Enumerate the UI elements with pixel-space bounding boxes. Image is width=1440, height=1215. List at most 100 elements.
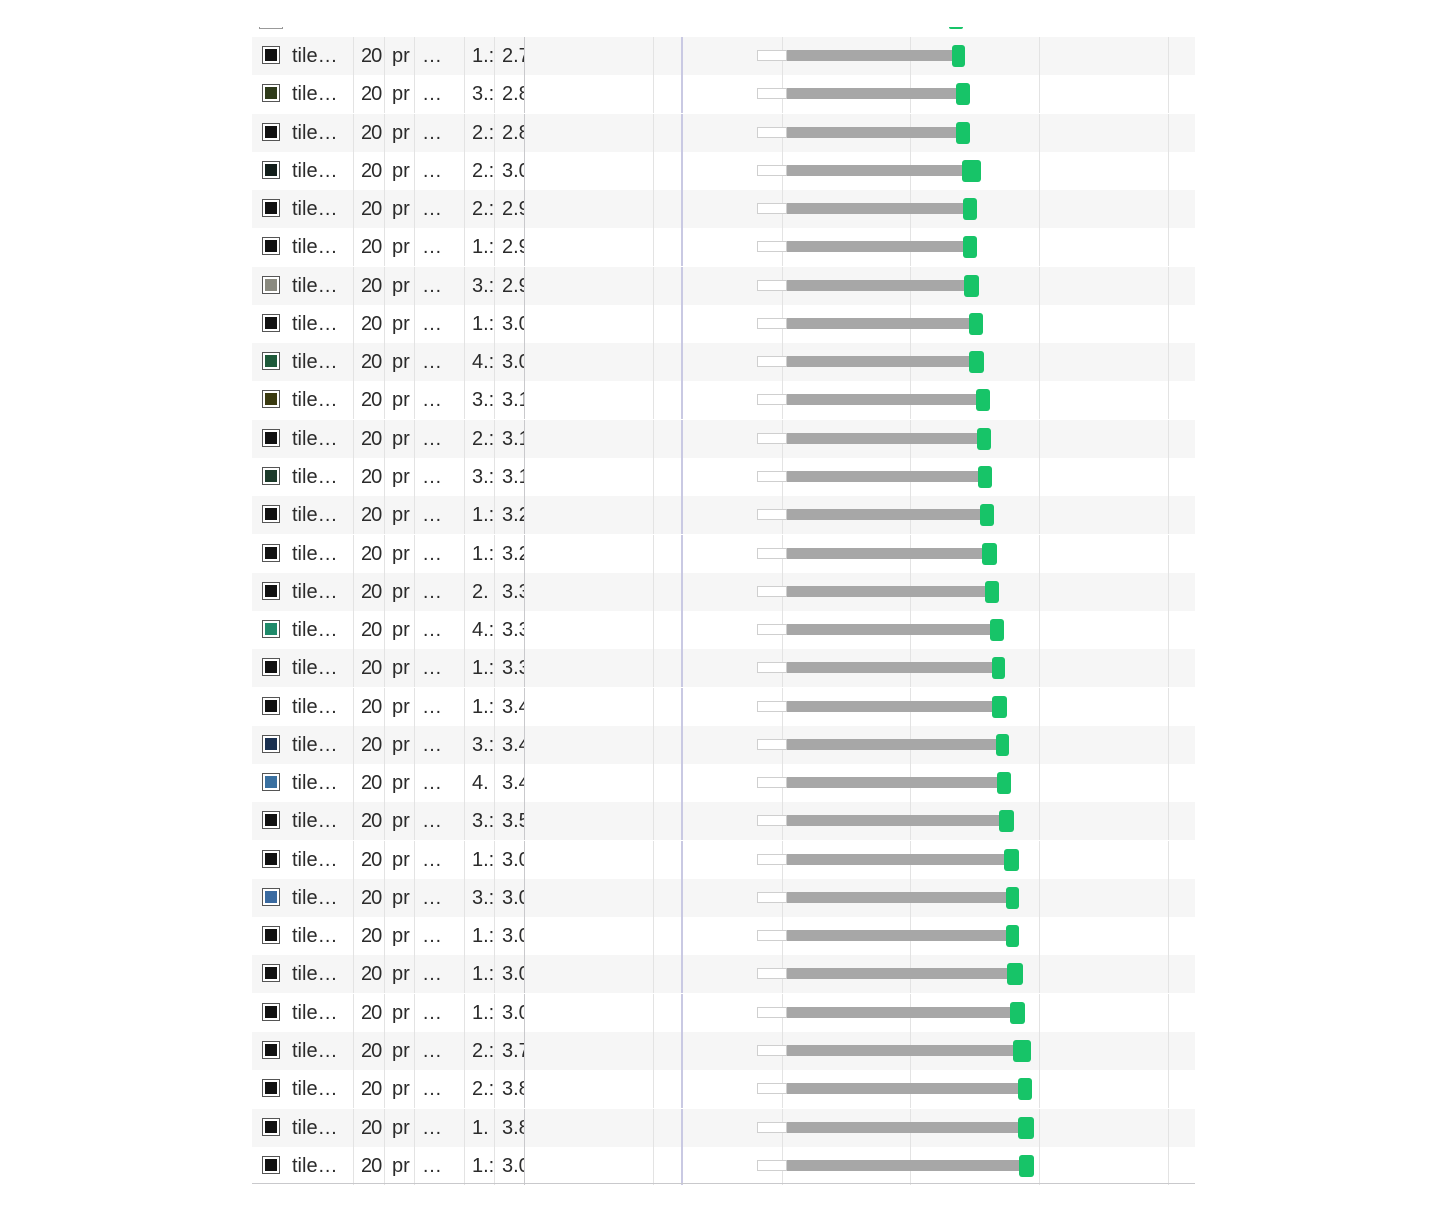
table-row[interactable]: tile… 20 pr … 1.: 3.2	[252, 496, 1195, 535]
timeline-marker-line	[681, 1032, 683, 1071]
table-row[interactable]: tile… 20 pr … 4. 3.4	[252, 764, 1195, 803]
table-row[interactable]: tile… 20 pr … 3.: 3.1	[252, 381, 1195, 420]
status-cell: 20	[361, 312, 382, 335]
table-row[interactable]: tile… 20 pr … 3.: 2.8	[252, 75, 1195, 114]
table-row[interactable]: tile… 20 pr … 3.: 3.0	[252, 878, 1195, 917]
timeline-gridline	[1168, 381, 1169, 420]
table-row[interactable]: tile… 20 pr … 2. 3.3	[252, 572, 1195, 611]
table-row[interactable]: tile… 20 pr … 1.: 3.3	[252, 649, 1195, 688]
timeline-gridline	[653, 840, 654, 879]
status-column-divider	[353, 840, 354, 879]
content-download-bar	[963, 236, 977, 259]
timeline-gridline	[653, 1032, 654, 1071]
size-cell: 3.:	[472, 733, 494, 756]
content-download-bar	[1006, 925, 1019, 948]
content-download-bar	[978, 465, 992, 488]
table-row[interactable]: tile… 20 pr … 3.: 3.4	[252, 725, 1195, 764]
table-row[interactable]: tile… 20 pr … 2.: 3.8	[252, 1070, 1195, 1109]
timeline-gridline	[1039, 75, 1040, 114]
size-cell: 1.:	[472, 1154, 494, 1177]
table-row[interactable]: tile… 20 pr … 1. 3.8	[252, 1108, 1195, 1147]
time-column-divider	[494, 190, 495, 229]
time-column-divider	[494, 419, 495, 458]
table-row[interactable]: tile… 20 pr … 1.: 3.0	[252, 955, 1195, 994]
table-row[interactable]: tile… 20 pr … 1.: 2.9	[252, 228, 1195, 267]
request-name-cell: tile…	[292, 1116, 338, 1139]
time-column-divider	[494, 1108, 495, 1147]
size-column-divider	[464, 457, 465, 496]
type-cell: pr	[392, 312, 410, 335]
queueing-bar	[757, 317, 787, 329]
time-column-divider	[494, 75, 495, 114]
table-row[interactable]: tile… 20 pr … 4.: 3.3	[252, 611, 1195, 650]
type-cell: pr	[392, 619, 410, 642]
request-name-cell: tile…	[292, 695, 338, 718]
timeline-gridline	[653, 266, 654, 305]
time-column-divider	[494, 1032, 495, 1071]
timeline-marker-line	[681, 725, 683, 764]
timeline-gridline	[1168, 304, 1169, 343]
time-cell: 3.0	[502, 848, 524, 871]
status-cell: 20	[361, 772, 382, 795]
size-cell: 1.:	[472, 695, 494, 718]
timeline-gridline	[1168, 266, 1169, 305]
tile-thumbnail-icon	[261, 535, 283, 573]
timeline-gridline	[1039, 802, 1040, 841]
time-column-divider	[494, 1070, 495, 1109]
timeline-gridline	[1039, 381, 1040, 420]
table-row[interactable]: tile… 20 pr … 2.: 3.0	[252, 151, 1195, 190]
table-row[interactable]: tile… 20 pr … 1.: 3.2	[252, 534, 1195, 573]
queueing-bar	[757, 1083, 787, 1095]
table-row[interactable]: tile… 20 pr … 2.: 2.9	[252, 190, 1195, 229]
table-row[interactable]: tile… 20 pr … 2.: 3.1	[252, 419, 1195, 458]
content-download-bar	[969, 351, 984, 374]
table-row[interactable]: tile… 20 pr … 1.: 3.0	[252, 304, 1195, 343]
size-cell: 1.:	[472, 848, 494, 871]
waiting-ttfb-bar	[787, 126, 956, 138]
timeline-marker-line	[681, 917, 683, 956]
table-row[interactable]: tile… 20 pr … 1.: 3.0	[252, 840, 1195, 879]
table-row[interactable]: tile… 20 pr … 1.: 2.7	[252, 37, 1195, 75]
table-row[interactable]: tile… 20 pr … 3.: 3.5	[252, 802, 1195, 841]
type-cell: pr	[392, 1001, 410, 1024]
tile-thumbnail-icon	[261, 114, 283, 152]
table-row[interactable]: tile… 20 pr … 2.: 3.7	[252, 1032, 1195, 1071]
table-row[interactable]: tile… 20 pr … 3.: 3.1	[252, 457, 1195, 496]
timeline-gridline	[653, 649, 654, 688]
initiator-column-divider	[414, 381, 415, 420]
table-row[interactable]: tile… 20 pr … 3.: 2.9	[252, 266, 1195, 305]
status-column-divider	[353, 75, 354, 114]
timeline-gridline	[653, 75, 654, 114]
size-cell: 3.:	[472, 810, 494, 833]
timeline-gridline	[653, 1108, 654, 1147]
size-cell: 1.:	[472, 45, 494, 67]
timeline-gridline	[653, 343, 654, 382]
size-cell: 1.:	[472, 542, 494, 565]
waiting-ttfb-bar	[787, 509, 980, 521]
status-cell: 20	[361, 351, 382, 374]
time-cell: 3.4	[502, 695, 524, 718]
type-cell: pr	[392, 657, 410, 680]
tile-thumbnail-icon	[261, 267, 283, 305]
initiator-column-divider	[414, 764, 415, 803]
queueing-bar	[757, 470, 787, 482]
request-name-cell: tile…	[292, 83, 338, 106]
timeline-gridline	[1168, 955, 1169, 994]
table-row[interactable]: tile… 20 pr … 1.: 3.0	[252, 917, 1195, 956]
timeline-gridline	[653, 687, 654, 726]
table-row[interactable]: tile… 20 pr … 1.: 3.4	[252, 687, 1195, 726]
waiting-ttfb-bar	[787, 88, 956, 100]
time-column-divider	[494, 687, 495, 726]
timeline-gridline	[1039, 840, 1040, 879]
table-row[interactable]: tile… 20 pr … 2.: 2.8	[252, 113, 1195, 152]
timeline-gridline	[1039, 878, 1040, 917]
previous-row-download-bar	[949, 27, 963, 29]
timeline-marker-line	[681, 802, 683, 841]
timeline-gridline	[1168, 457, 1169, 496]
table-row[interactable]: tile… 20 pr … 1.: 3.0	[252, 993, 1195, 1032]
type-column-divider	[384, 228, 385, 267]
time-column-divider	[494, 266, 495, 305]
table-row[interactable]: tile… 20 pr … 4.: 3.0	[252, 343, 1195, 382]
table-row[interactable]: tile… 20 pr … 1.: 3.0	[252, 1146, 1195, 1185]
timeline-gridline	[653, 764, 654, 803]
